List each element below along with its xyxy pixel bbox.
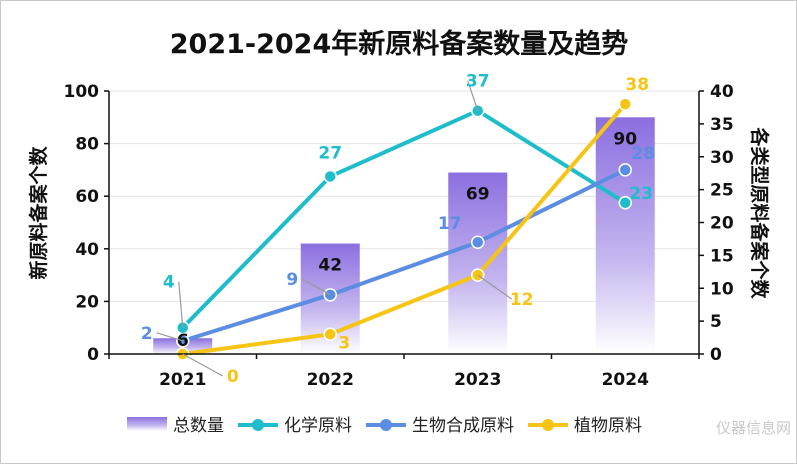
y-tick-label: 80 bbox=[75, 135, 99, 155]
legend-label: 植物原料 bbox=[574, 416, 642, 436]
y-tick-label: 0 bbox=[87, 345, 99, 365]
bar bbox=[448, 172, 508, 354]
bars bbox=[153, 117, 655, 354]
series-point bbox=[323, 169, 337, 184]
bar-data-label: 90 bbox=[613, 129, 637, 149]
label-leader-line bbox=[178, 281, 184, 328]
data-labels: 6 42 69 90 4 27 37 23 2 9 17 28 0 3 12 38 bbox=[141, 72, 655, 387]
bar-data-label: 6 bbox=[177, 331, 189, 351]
watermark-text: 仪器信息网 bbox=[716, 419, 791, 437]
x-tick-label: 2021 bbox=[159, 370, 206, 390]
legend-swatch-point bbox=[380, 419, 392, 431]
y2-axis-title: 各类型原料备案个数 bbox=[748, 126, 771, 299]
x-tick-label: 2023 bbox=[454, 370, 501, 390]
chart-title: 2021-2024年新原料备案数量及趋势 bbox=[170, 28, 629, 60]
x-tick-label: 2024 bbox=[602, 370, 649, 390]
y-tick-label: 20 bbox=[75, 292, 99, 312]
y2-tick-label: 40 bbox=[710, 82, 734, 102]
y2-tick-label: 0 bbox=[710, 345, 722, 365]
label-leader-line bbox=[467, 80, 479, 111]
y-tick-label: 60 bbox=[75, 187, 99, 207]
y2-tick-label: 15 bbox=[710, 246, 734, 266]
legend-label: 化学原料 bbox=[284, 416, 352, 436]
x-tick-label: 2022 bbox=[307, 370, 354, 390]
series-point bbox=[323, 327, 337, 342]
line-data-label: 4 bbox=[163, 273, 175, 293]
legend-label: 总数量 bbox=[173, 416, 224, 436]
series-line bbox=[180, 108, 628, 330]
line-data-label: 2 bbox=[141, 324, 153, 344]
label-leader-line bbox=[182, 353, 224, 377]
legend-label: 生物合成原料 bbox=[412, 416, 514, 436]
bar bbox=[595, 117, 655, 354]
line-data-label: 37 bbox=[466, 72, 490, 92]
line-data-label: 9 bbox=[286, 270, 298, 290]
bar-data-label: 42 bbox=[318, 256, 342, 276]
series-lines bbox=[176, 97, 632, 361]
y2-tick-label: 5 bbox=[710, 312, 722, 332]
line-data-label: 17 bbox=[438, 214, 462, 234]
y2-tick-label: 10 bbox=[710, 279, 734, 299]
y-tick-label: 40 bbox=[75, 240, 99, 260]
legend-swatch-point bbox=[542, 419, 554, 431]
line-data-label: 28 bbox=[631, 144, 655, 164]
y2-tick-label: 25 bbox=[710, 181, 734, 201]
label-leader-line bbox=[301, 278, 331, 296]
series-point bbox=[471, 235, 485, 249]
line-data-label: 38 bbox=[625, 75, 649, 95]
line-data-label: 23 bbox=[629, 184, 653, 204]
y2-tick-label: 30 bbox=[710, 148, 734, 168]
bar-data-label: 69 bbox=[466, 185, 490, 205]
line-data-label: 0 bbox=[227, 367, 239, 387]
y2-tick-label: 35 bbox=[710, 115, 734, 135]
line-data-label: 3 bbox=[338, 333, 350, 353]
line-data-label: 12 bbox=[510, 290, 534, 310]
y-axis-title: 新原料备案个数 bbox=[27, 146, 50, 280]
series-point bbox=[618, 97, 632, 111]
y-tick-label: 100 bbox=[64, 82, 100, 102]
series-point bbox=[618, 163, 632, 177]
series-line bbox=[180, 167, 628, 343]
label-leader-line bbox=[156, 332, 183, 342]
series-line bbox=[180, 102, 628, 356]
line-data-label: 27 bbox=[318, 143, 342, 163]
legend: 总数量 化学原料 生物合成原料 植物原料 bbox=[127, 416, 642, 436]
y2-tick-label: 20 bbox=[710, 214, 734, 234]
label-leader-line bbox=[477, 274, 513, 300]
series-point bbox=[618, 196, 632, 210]
legend-swatch-bar bbox=[127, 417, 167, 431]
legend-swatch-point bbox=[252, 419, 264, 431]
